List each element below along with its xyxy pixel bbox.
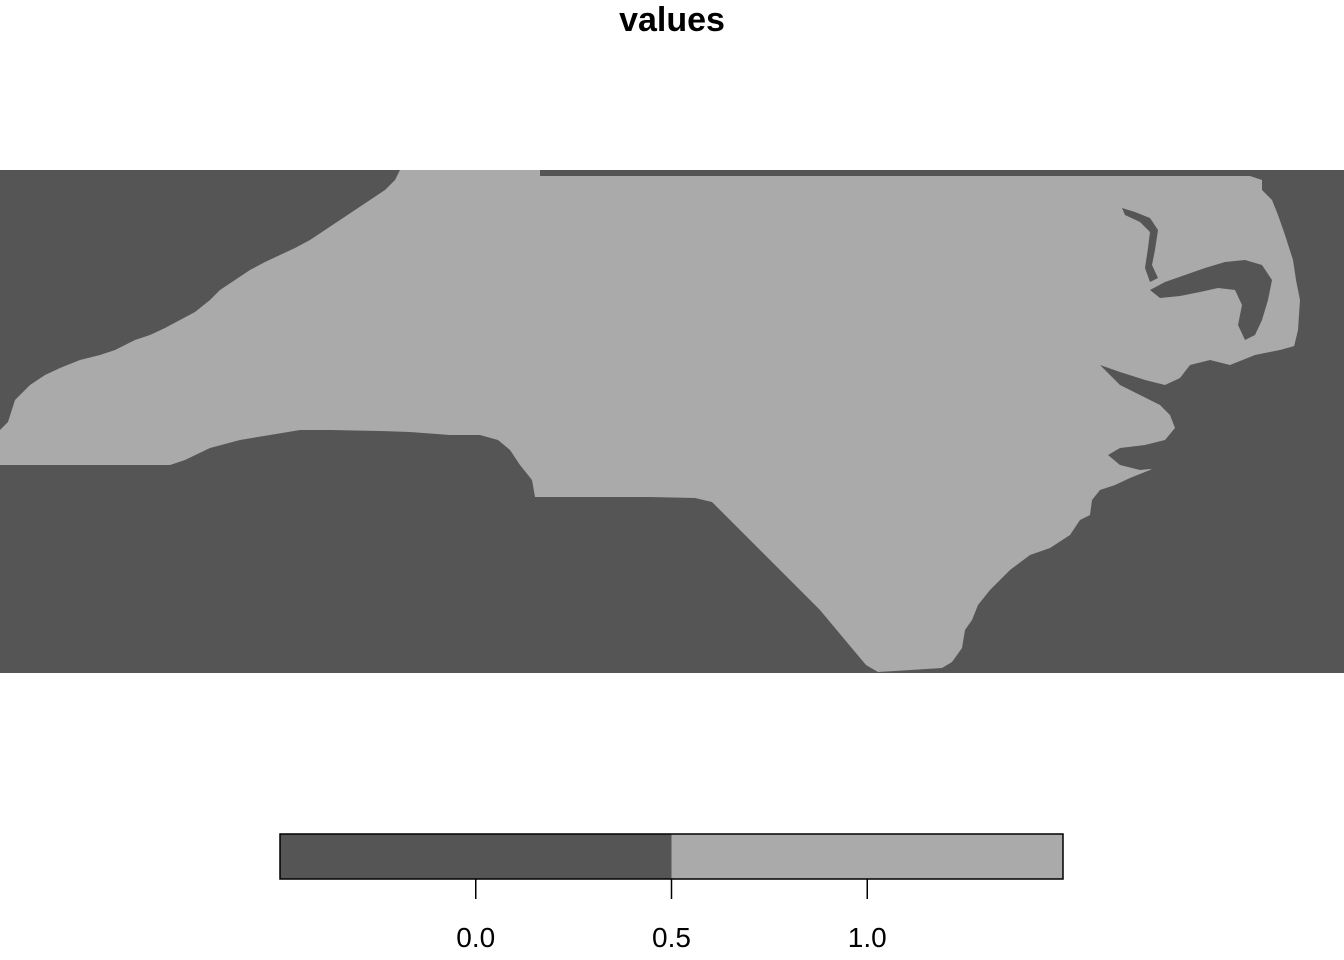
raster-inlet — [1122, 208, 1158, 282]
legend-tick-label-0: 0.0 — [456, 922, 495, 953]
legend: 0.0 0.5 1.0 — [279, 833, 1064, 953]
raster-sound-pamlico — [1100, 345, 1300, 470]
raster-land-area — [0, 170, 1300, 672]
legend-bin-0 — [280, 834, 672, 879]
raster-sound-albemarle — [1150, 260, 1272, 340]
legend-bin-1 — [671, 834, 1063, 879]
map-title: values — [619, 1, 725, 39]
legend-tick-label-2: 1.0 — [848, 922, 887, 953]
legend-tick-label-1: 0.5 — [652, 922, 691, 953]
